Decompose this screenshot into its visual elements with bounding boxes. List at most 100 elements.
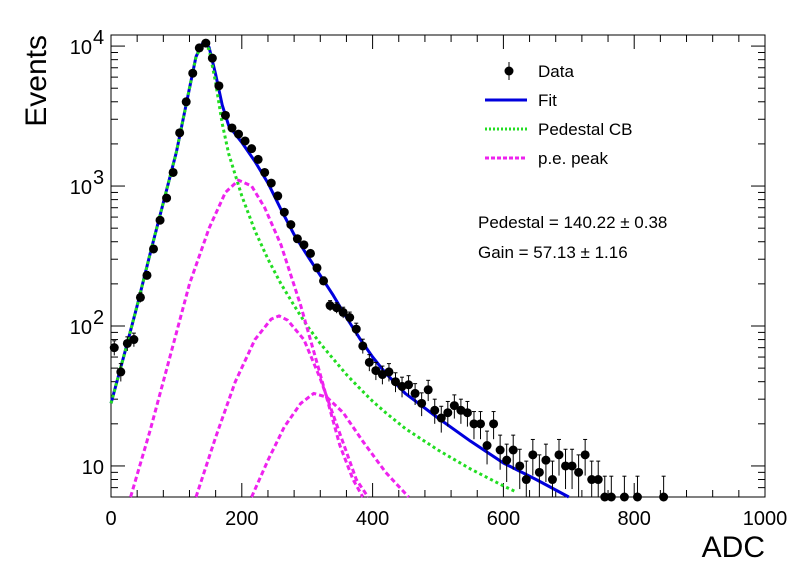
legend-data-label: Data <box>538 62 574 81</box>
data-point <box>155 215 165 225</box>
data-point <box>253 154 263 164</box>
y-tick-exponent: 4 <box>93 27 104 49</box>
x-tick-label: 0 <box>105 508 116 530</box>
data-point <box>502 455 512 465</box>
data-point <box>279 207 289 217</box>
legend-p-e-peak-label: p.e. peak <box>538 149 608 168</box>
y-tick-label: 10 <box>70 37 92 59</box>
x-tick-label: 1000 <box>743 508 788 530</box>
data-point <box>521 475 531 485</box>
data-point <box>574 467 584 477</box>
data-point <box>390 377 400 387</box>
data-point <box>240 136 250 146</box>
data-point <box>149 244 159 254</box>
data-point <box>305 248 315 258</box>
legend-data-marker <box>504 66 514 76</box>
x-tick-label: 400 <box>356 508 389 530</box>
data-point <box>142 270 152 280</box>
data-point <box>541 455 551 465</box>
data-point <box>175 128 185 138</box>
data-point <box>162 193 172 203</box>
data-point <box>188 68 198 78</box>
data-point <box>489 419 499 429</box>
legend-pedestal-cb-label: Pedestal CB <box>538 120 633 139</box>
curve-p-e-peak-3 <box>250 391 410 499</box>
data-point <box>207 53 217 63</box>
data-point <box>260 167 270 177</box>
y-tick-exponent: 3 <box>93 167 104 189</box>
data-point <box>619 492 629 502</box>
data-point <box>469 419 479 429</box>
data-point <box>247 144 257 154</box>
data-point <box>286 220 296 230</box>
data-point <box>580 450 590 460</box>
plot-frame <box>110 34 766 498</box>
data-point <box>220 110 230 120</box>
y-tick-exponent: 2 <box>93 307 104 329</box>
data-point <box>384 367 394 377</box>
data-point <box>508 445 518 455</box>
data-point <box>554 450 564 460</box>
data-point <box>515 461 525 471</box>
data-point <box>482 440 492 450</box>
data-point <box>122 338 132 348</box>
data-point <box>495 445 505 455</box>
data-point <box>593 475 603 485</box>
data-point <box>109 343 119 353</box>
data-point <box>371 366 381 376</box>
data-point <box>443 408 453 418</box>
curve-p-e-peak-1 <box>129 178 365 498</box>
data-point <box>417 398 427 408</box>
pedestal-annotation: Pedestal = 140.22 ± 0.38 <box>478 213 667 232</box>
data-point <box>168 167 178 177</box>
data-point <box>410 388 420 398</box>
data-point <box>116 367 126 377</box>
data-point <box>600 492 610 502</box>
data-point <box>312 263 322 273</box>
data-point <box>194 43 204 53</box>
data-point <box>632 492 642 502</box>
data-point <box>214 81 224 91</box>
legend: Data Fit Pedestal CB p.e. peak <box>485 62 633 168</box>
data-point <box>423 385 433 395</box>
data-point <box>299 240 309 250</box>
curve-p-e-peak-2 <box>194 314 370 498</box>
axis-ticks <box>110 35 766 498</box>
x-tick-label: 800 <box>618 508 651 530</box>
data-point <box>606 492 616 502</box>
data-point <box>476 419 486 429</box>
data-point <box>436 413 446 423</box>
data-point <box>201 38 211 48</box>
data-point <box>462 408 472 418</box>
data-point <box>404 380 414 390</box>
data-point <box>358 341 368 351</box>
y-tick-label: 10 <box>70 317 92 339</box>
data-point <box>561 461 571 471</box>
data-point <box>351 324 361 334</box>
data-point <box>345 312 355 322</box>
data-point <box>181 97 191 107</box>
data-point <box>567 461 577 471</box>
data-point <box>547 475 557 485</box>
x-axis-title: ADC <box>702 531 765 564</box>
curves <box>109 41 570 499</box>
data-points <box>109 38 669 502</box>
data-point <box>338 307 348 317</box>
data-point <box>332 303 342 313</box>
y-tick-label: 10 <box>70 177 92 199</box>
data-point <box>449 401 459 411</box>
data-point <box>659 492 669 502</box>
data-point <box>528 450 538 460</box>
legend-fit-label: Fit <box>538 91 557 110</box>
x-tick-label: 200 <box>225 508 258 530</box>
data-point <box>273 191 283 201</box>
data-point <box>135 292 145 302</box>
data-point <box>292 234 302 244</box>
data-point <box>319 276 329 286</box>
y-tick-label: 10 <box>82 457 104 479</box>
data-point <box>430 405 440 415</box>
curve-fit <box>109 41 570 499</box>
gain-annotation: Gain = 57.13 ± 1.16 <box>478 243 628 262</box>
